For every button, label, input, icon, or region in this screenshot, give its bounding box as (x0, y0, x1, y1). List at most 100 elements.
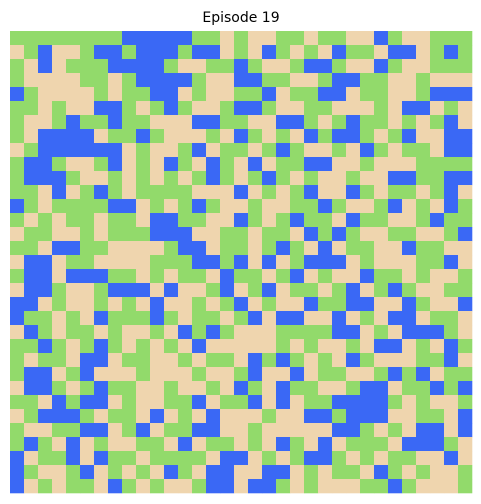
cell (122, 129, 137, 144)
cell (136, 101, 151, 116)
cell (360, 171, 375, 186)
cell (360, 87, 375, 102)
cell (444, 129, 459, 144)
cell (388, 143, 403, 158)
cell (10, 283, 25, 298)
cell (388, 45, 403, 60)
cell (10, 129, 25, 144)
cell (388, 59, 403, 74)
cell (150, 395, 165, 410)
cell (122, 451, 137, 466)
cell (360, 451, 375, 466)
cell (164, 367, 179, 382)
cell (374, 241, 389, 256)
cell (262, 339, 277, 354)
cell (430, 171, 445, 186)
cell (290, 395, 305, 410)
cell (444, 395, 459, 410)
cell (388, 227, 403, 242)
cell (136, 269, 151, 284)
cell (94, 129, 109, 144)
cell (360, 353, 375, 368)
cell (416, 311, 431, 326)
cell (290, 381, 305, 396)
cell (318, 115, 333, 130)
cell (276, 45, 291, 60)
cell (360, 157, 375, 172)
cell (430, 465, 445, 480)
cell (304, 409, 319, 424)
cell (248, 409, 263, 424)
cell (290, 423, 305, 438)
cell (80, 45, 95, 60)
cell (108, 227, 123, 242)
cell (206, 213, 221, 228)
cell (444, 227, 459, 242)
cell (402, 157, 417, 172)
cell (374, 45, 389, 60)
cell (108, 465, 123, 480)
cell (178, 101, 193, 116)
cell (164, 269, 179, 284)
cell (178, 171, 193, 186)
cell (52, 269, 67, 284)
cell (24, 451, 39, 466)
cell (206, 395, 221, 410)
cell (24, 129, 39, 144)
cell (276, 465, 291, 480)
cell (122, 241, 137, 256)
cell (178, 283, 193, 298)
cell (388, 423, 403, 438)
cell (332, 451, 347, 466)
cell (108, 479, 123, 494)
cell (38, 185, 53, 200)
cell (402, 381, 417, 396)
cell (178, 311, 193, 326)
cell (234, 157, 249, 172)
cell (374, 451, 389, 466)
cell (388, 171, 403, 186)
cell (402, 353, 417, 368)
cell (290, 129, 305, 144)
cell (10, 465, 25, 480)
cell (66, 31, 81, 46)
cell (52, 395, 67, 410)
cell (52, 45, 67, 60)
cell (38, 199, 53, 214)
cell (192, 367, 207, 382)
cell (220, 339, 235, 354)
cell (24, 297, 39, 312)
cell (122, 339, 137, 354)
cell (276, 59, 291, 74)
cell (262, 59, 277, 74)
cell (318, 381, 333, 396)
cell (94, 185, 109, 200)
cell (94, 45, 109, 60)
cell (206, 73, 221, 88)
cell (318, 143, 333, 158)
cell (346, 409, 361, 424)
cell (276, 199, 291, 214)
cell (10, 73, 25, 88)
cell (248, 185, 263, 200)
cell (276, 213, 291, 228)
cell (178, 367, 193, 382)
cell (164, 479, 179, 494)
cell (66, 73, 81, 88)
cell (290, 171, 305, 186)
cell (108, 437, 123, 452)
cell (136, 283, 151, 298)
cell (24, 59, 39, 74)
cell (52, 451, 67, 466)
cell (192, 325, 207, 340)
cell (52, 311, 67, 326)
cell (458, 269, 473, 284)
cell (430, 479, 445, 494)
cell (164, 255, 179, 270)
cell (332, 143, 347, 158)
cell (262, 157, 277, 172)
cell (66, 339, 81, 354)
cell (108, 171, 123, 186)
cell (10, 115, 25, 130)
cell (234, 423, 249, 438)
